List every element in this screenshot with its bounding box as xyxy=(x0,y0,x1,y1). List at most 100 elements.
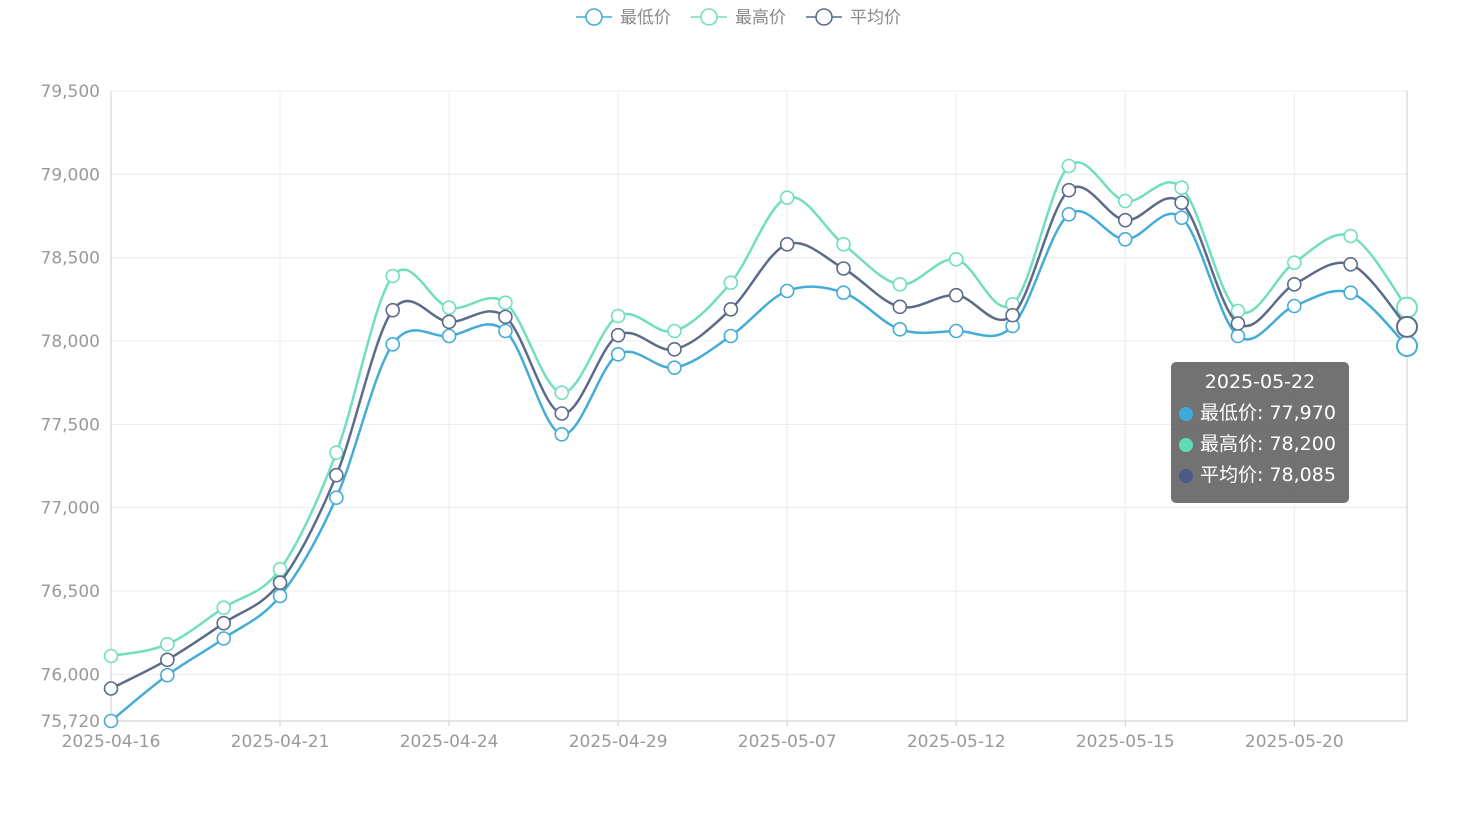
y-tick-label: 79,000 xyxy=(41,165,100,185)
y-tick-label: 78,000 xyxy=(41,332,100,352)
data-point xyxy=(272,575,288,590)
tooltip: 2025-05-22 最低价: 77,970 最高价: 78,200 平均价: … xyxy=(1171,362,1349,503)
legend-label: 最低价 xyxy=(620,8,671,28)
data-point xyxy=(948,287,964,303)
data-point xyxy=(610,308,626,324)
x-tick-label: 2025-05-07 xyxy=(738,732,837,752)
data-point xyxy=(216,631,231,646)
legend-marker xyxy=(585,8,603,26)
data-point xyxy=(1343,228,1358,244)
data-point xyxy=(1117,232,1133,247)
data-point xyxy=(667,360,682,375)
data-point xyxy=(836,237,851,252)
data-point xyxy=(103,648,119,664)
data-point xyxy=(103,713,119,729)
data-point xyxy=(779,190,795,205)
legend-item-low[interactable]: 最低价 xyxy=(576,8,671,28)
x-tick-label: 2025-05-12 xyxy=(907,732,1006,752)
data-point xyxy=(160,637,175,652)
data-point xyxy=(554,385,570,400)
data-point xyxy=(1174,195,1189,210)
data-point xyxy=(892,277,908,292)
data-point xyxy=(329,490,344,505)
data-point xyxy=(216,615,231,631)
data-point xyxy=(892,322,908,337)
tooltip-row-low: 最低价: 77,970 xyxy=(1179,398,1349,429)
data-point xyxy=(1230,328,1246,344)
data-point xyxy=(272,562,288,577)
data-point xyxy=(554,406,570,421)
data-point xyxy=(1343,257,1358,272)
data-point xyxy=(1061,207,1077,222)
tooltip-row-avg: 平均价: 78,085 xyxy=(1179,460,1349,491)
tooltip-dot-high xyxy=(1179,437,1193,452)
x-tick-label: 2025-04-16 xyxy=(62,732,161,752)
data-point xyxy=(1061,158,1077,174)
data-point xyxy=(1287,298,1302,314)
data-point xyxy=(723,328,739,344)
legend-item-high[interactable]: 最高价 xyxy=(691,8,786,28)
series-avg xyxy=(103,182,1418,696)
data-point xyxy=(441,328,457,344)
data-point xyxy=(1174,210,1189,225)
data-point xyxy=(779,283,795,299)
legend-label: 最高价 xyxy=(735,8,786,28)
data-point xyxy=(1396,335,1418,357)
data-point xyxy=(1174,180,1189,195)
data-point xyxy=(385,268,401,284)
tooltip-dot-avg xyxy=(1179,468,1193,483)
data-point xyxy=(1117,212,1133,228)
tooltip-date: 2025-05-22 xyxy=(1204,371,1316,393)
data-point xyxy=(948,323,964,339)
data-point xyxy=(610,347,626,362)
series-high xyxy=(103,158,1418,664)
x-tick-label: 2025-05-15 xyxy=(1076,732,1175,752)
data-point xyxy=(1061,182,1077,198)
data-point xyxy=(779,237,795,252)
data-point xyxy=(1287,277,1302,292)
data-point xyxy=(667,342,682,357)
data-point xyxy=(610,327,626,343)
data-point xyxy=(892,299,908,315)
data-point xyxy=(385,337,401,352)
data-point xyxy=(723,302,739,317)
data-point xyxy=(1343,285,1358,300)
data-point xyxy=(1396,315,1418,338)
data-point xyxy=(103,681,119,696)
y-tick-label: 77,500 xyxy=(41,415,100,435)
x-tick-label: 2025-05-20 xyxy=(1245,732,1344,752)
data-point xyxy=(554,427,570,442)
data-point xyxy=(1396,296,1418,319)
data-point xyxy=(385,302,401,318)
y-tick-label: 75,720 xyxy=(41,712,100,732)
legend-marker xyxy=(815,8,833,26)
data-point xyxy=(1117,193,1133,209)
data-point xyxy=(836,285,851,300)
data-point xyxy=(948,252,964,267)
data-point xyxy=(1230,303,1246,319)
legend-marker xyxy=(700,8,718,26)
data-point xyxy=(836,261,851,276)
legend-label: 平均价 xyxy=(850,8,901,28)
y-tick-label: 77,000 xyxy=(41,499,100,519)
data-point xyxy=(329,467,344,483)
axes: 79,500 79,000 78,500 78,000 77,500 77,000 76,5… xyxy=(41,82,1408,752)
data-point xyxy=(498,323,513,339)
legend[interactable]: 最低价 最高价 平均价 xyxy=(576,8,901,28)
tooltip-row-high: 最高价: 78,200 xyxy=(1179,429,1349,460)
y-tick-label: 79,500 xyxy=(41,82,100,102)
data-point xyxy=(1230,316,1246,331)
data-point xyxy=(1287,255,1302,270)
tooltip-label-low: 最低价: 77,970 xyxy=(1200,402,1336,424)
legend-item-avg[interactable]: 平均价 xyxy=(806,8,901,28)
data-point xyxy=(160,667,175,683)
tooltip-dot-low xyxy=(1179,406,1193,421)
y-tick-label: 76,500 xyxy=(41,582,100,602)
series-lines xyxy=(103,158,1418,729)
data-point xyxy=(723,275,739,290)
x-tick-label: 2025-04-21 xyxy=(231,732,330,752)
tooltip-label-high: 最高价: 78,200 xyxy=(1200,433,1336,455)
data-point xyxy=(272,588,288,604)
data-point xyxy=(329,445,344,460)
